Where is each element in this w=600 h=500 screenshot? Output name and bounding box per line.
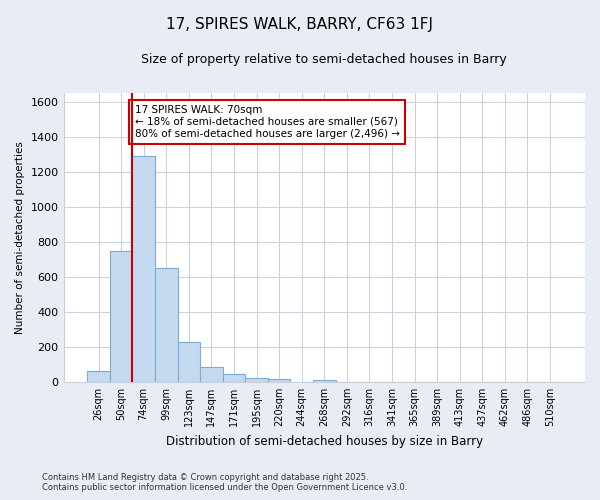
Bar — [87, 370, 110, 382]
Text: Contains HM Land Registry data © Crown copyright and database right 2025.
Contai: Contains HM Land Registry data © Crown c… — [42, 473, 407, 492]
Bar — [178, 342, 200, 382]
Bar — [200, 367, 223, 382]
Bar — [268, 380, 290, 382]
Text: 17, SPIRES WALK, BARRY, CF63 1FJ: 17, SPIRES WALK, BARRY, CF63 1FJ — [167, 18, 433, 32]
Bar — [110, 250, 133, 382]
Bar — [133, 156, 155, 382]
Bar — [313, 380, 335, 382]
Y-axis label: Number of semi-detached properties: Number of semi-detached properties — [15, 141, 25, 334]
Title: Size of property relative to semi-detached houses in Barry: Size of property relative to semi-detach… — [142, 52, 507, 66]
Bar — [245, 378, 268, 382]
Text: 17 SPIRES WALK: 70sqm
← 18% of semi-detached houses are smaller (567)
80% of sem: 17 SPIRES WALK: 70sqm ← 18% of semi-deta… — [134, 106, 400, 138]
Bar — [223, 374, 245, 382]
Bar — [155, 268, 178, 382]
X-axis label: Distribution of semi-detached houses by size in Barry: Distribution of semi-detached houses by … — [166, 434, 483, 448]
